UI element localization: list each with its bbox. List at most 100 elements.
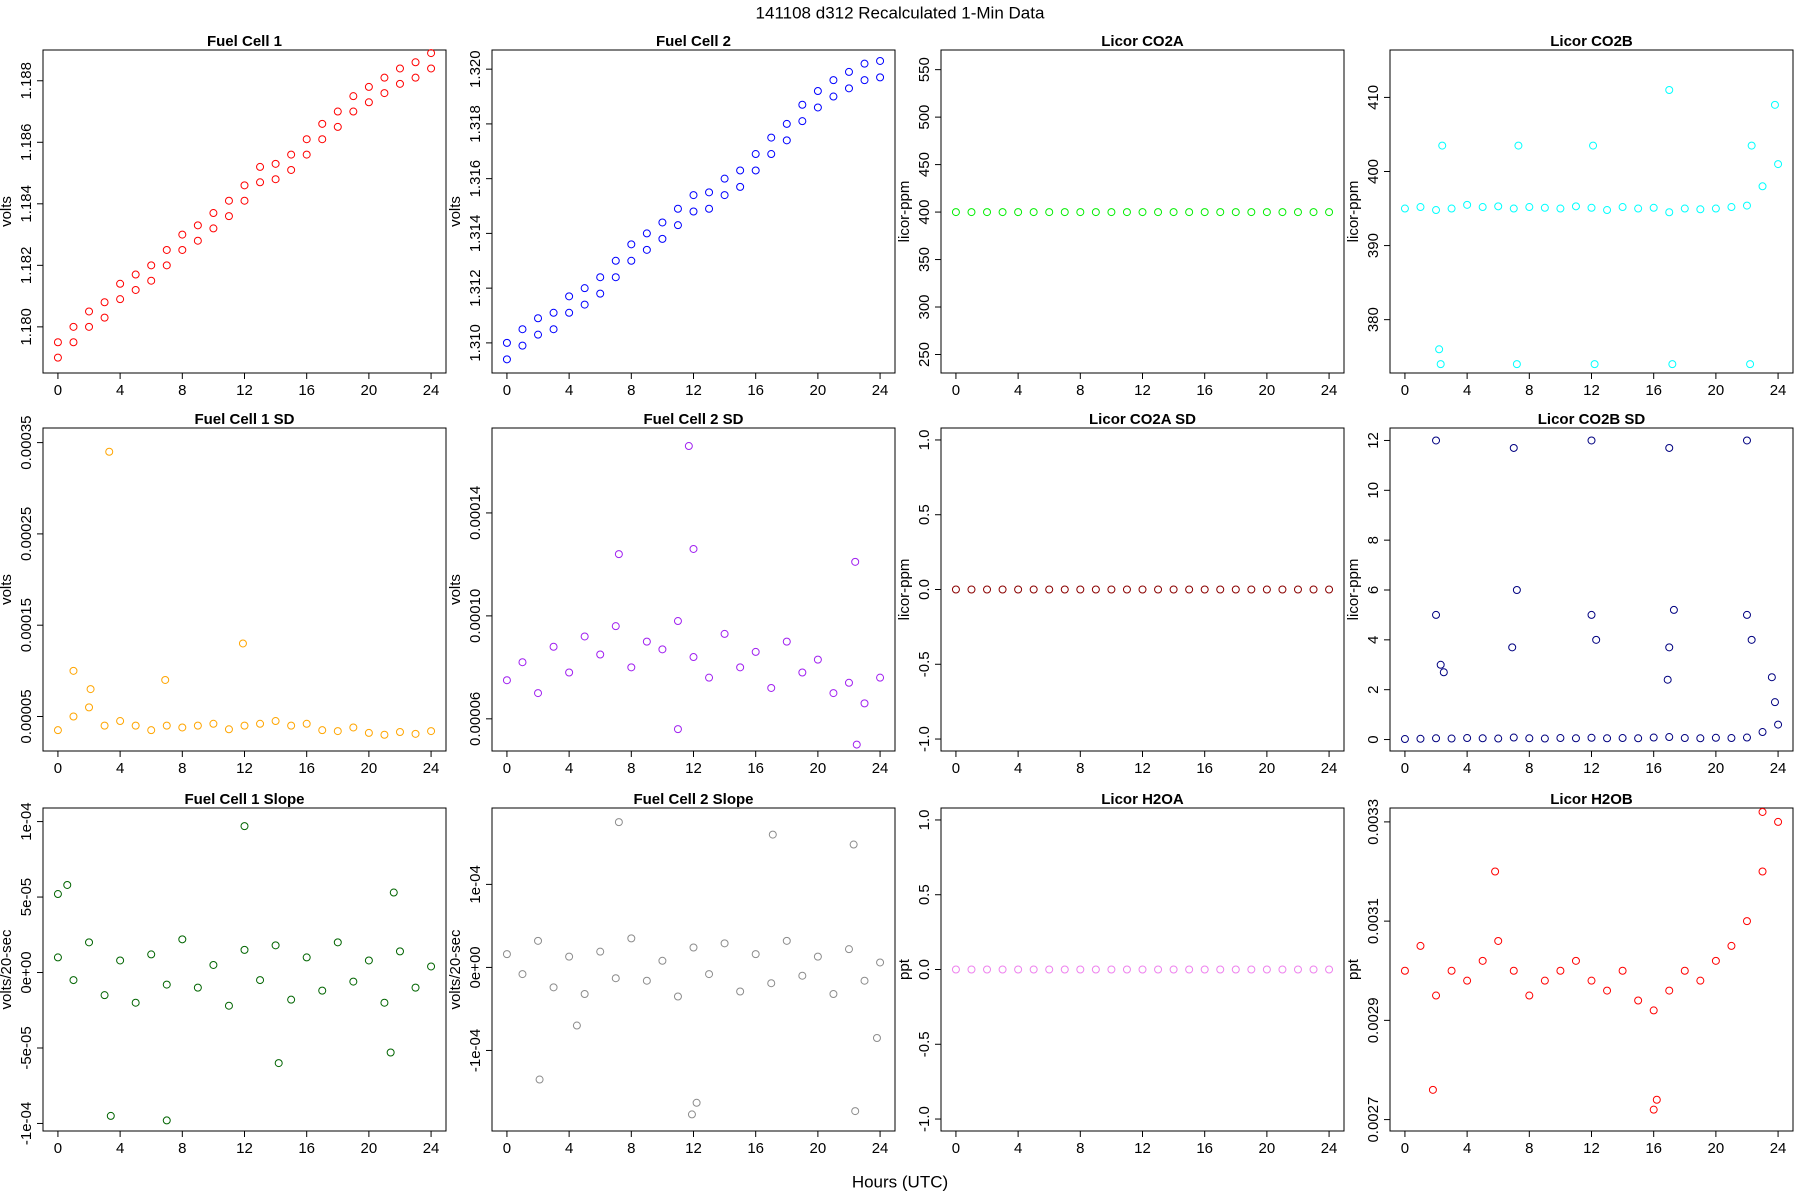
data-point — [813, 87, 822, 96]
data-point — [1603, 734, 1612, 743]
data-point — [1665, 733, 1674, 742]
data-point — [518, 325, 527, 334]
data-point — [224, 212, 233, 221]
panel-title: Licor H2OB — [1550, 791, 1633, 808]
data-point — [209, 209, 218, 218]
data-point — [1727, 941, 1736, 950]
data-point — [798, 117, 807, 126]
data-point — [1649, 1105, 1658, 1114]
data-point — [1463, 976, 1472, 985]
data-point — [427, 64, 436, 73]
x-tick-label: 12 — [236, 760, 253, 777]
data-point — [1571, 202, 1580, 211]
data-point — [1770, 698, 1779, 707]
data-point — [1540, 976, 1549, 985]
data-point — [860, 699, 869, 708]
panel-title: Fuel Cell 1 — [207, 33, 282, 50]
y-tick-label: -0.5 — [916, 1031, 933, 1057]
y-tick-label: 1.318 — [467, 105, 484, 143]
y-tick-label: 350 — [916, 247, 933, 272]
y-tick-label: -1.0 — [916, 1106, 933, 1132]
x-tick-label: 24 — [1321, 382, 1338, 399]
x-tick-label: 12 — [236, 1140, 253, 1157]
x-tick-label: 12 — [685, 760, 702, 777]
y-tick-label: 0.00035 — [18, 415, 35, 469]
data-point — [1478, 203, 1487, 212]
y-axis-label: licor-ppm — [896, 181, 913, 243]
data-point — [240, 822, 249, 831]
data-point — [983, 208, 992, 217]
data-point — [549, 325, 558, 334]
data-point — [178, 935, 187, 944]
data-point — [736, 182, 745, 191]
data-point — [1494, 202, 1503, 211]
data-point — [1758, 728, 1767, 737]
data-point — [951, 965, 960, 974]
data-point — [85, 322, 94, 331]
y-axis-label: licor-ppm — [896, 559, 913, 621]
data-point — [1416, 941, 1425, 950]
data-point — [380, 89, 389, 98]
panel-title: Fuel Cell 2 SD — [643, 411, 743, 428]
data-point — [844, 84, 853, 93]
data-point — [1432, 436, 1441, 445]
y-tick-label: 0.0033 — [1365, 799, 1382, 845]
data-point — [1663, 675, 1672, 684]
plot-frame — [940, 427, 1345, 752]
data-point — [860, 76, 869, 85]
data-point — [209, 719, 218, 728]
data-point — [318, 119, 327, 128]
data-point — [1091, 585, 1100, 594]
data-point — [951, 585, 960, 594]
x-tick-label: 4 — [565, 1140, 573, 1157]
data-point — [673, 204, 682, 213]
data-point — [193, 236, 202, 245]
x-tick-label: 20 — [1259, 1140, 1276, 1157]
data-point — [705, 970, 714, 979]
x-tick-label: 16 — [1645, 1140, 1662, 1157]
x-tick-label: 0 — [952, 382, 960, 399]
data-point — [238, 639, 247, 648]
data-point — [1587, 733, 1596, 742]
x-tick-label: 16 — [1196, 760, 1213, 777]
x-tick-label: 4 — [1463, 760, 1471, 777]
data-point — [1742, 436, 1751, 445]
data-point — [256, 719, 265, 728]
data-point — [333, 107, 342, 116]
data-point — [364, 98, 373, 107]
data-point — [642, 245, 651, 254]
plot-frame — [940, 807, 1345, 1132]
data-point — [658, 645, 667, 654]
data-point — [1649, 203, 1658, 212]
data-point — [1122, 208, 1131, 217]
data-point — [318, 135, 327, 144]
data-point — [85, 307, 94, 316]
data-point — [333, 727, 342, 736]
x-tick-label: 24 — [1321, 760, 1338, 777]
data-point — [1478, 734, 1487, 743]
data-point — [627, 240, 636, 249]
data-point — [1512, 360, 1521, 369]
data-point — [860, 59, 869, 68]
data-point — [1076, 965, 1085, 974]
data-point — [1107, 208, 1116, 217]
data-point — [1138, 208, 1147, 217]
data-point — [162, 721, 171, 730]
x-tick-label: 16 — [1196, 382, 1213, 399]
data-point — [389, 888, 398, 897]
data-point — [502, 355, 511, 364]
data-point — [386, 1048, 395, 1057]
data-point — [1540, 203, 1549, 212]
x-tick-label: 16 — [747, 1140, 764, 1157]
data-point — [813, 655, 822, 664]
data-point — [580, 632, 589, 641]
data-point — [100, 298, 109, 307]
data-point — [1154, 965, 1163, 974]
x-tick-label: 8 — [627, 760, 635, 777]
data-point — [1438, 141, 1447, 150]
data-point — [1556, 734, 1565, 743]
data-point — [1325, 965, 1334, 974]
data-point — [1571, 956, 1580, 965]
plot-frame — [940, 49, 1345, 374]
panel-title: Licor H2OA — [1101, 791, 1184, 808]
